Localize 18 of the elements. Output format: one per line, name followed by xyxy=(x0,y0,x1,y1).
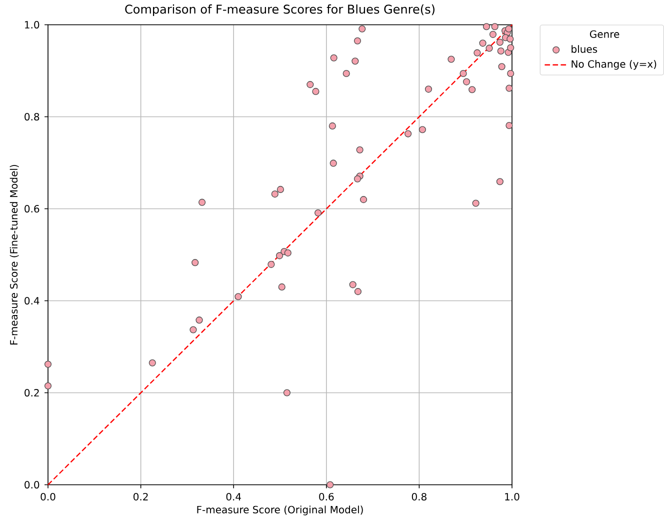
y-tick-label: 0.8 xyxy=(24,113,40,121)
x-tick-label: 0.8 xyxy=(412,493,426,501)
legend-title: Genre xyxy=(590,30,620,38)
x-tick-label: 0.0 xyxy=(40,493,56,501)
legend-label: No Change (y=x) xyxy=(572,60,656,70)
y-tick-label: 0.6 xyxy=(24,205,40,213)
legend-label: blues xyxy=(572,45,598,53)
x-tick-label: 0.2 xyxy=(134,493,148,501)
y-tick-label: 0.0 xyxy=(24,481,40,489)
y-tick-label: 0.4 xyxy=(24,297,40,305)
x-tick-label: 0.6 xyxy=(319,493,334,501)
x-tick-label: 0.4 xyxy=(226,493,241,501)
y-axis-title: F-measure Score (Fine-tuned Model) xyxy=(10,165,19,345)
x-axis-title: F-measure Score (Original Model) xyxy=(197,506,363,516)
y-tick-label: 0.2 xyxy=(24,389,39,397)
chart-title: Comparison of F-measure Scores for Blues Genre(s) xyxy=(125,4,434,16)
y-tick-label: 1.0 xyxy=(25,21,40,29)
x-tick-label: 1.0 xyxy=(505,493,520,501)
